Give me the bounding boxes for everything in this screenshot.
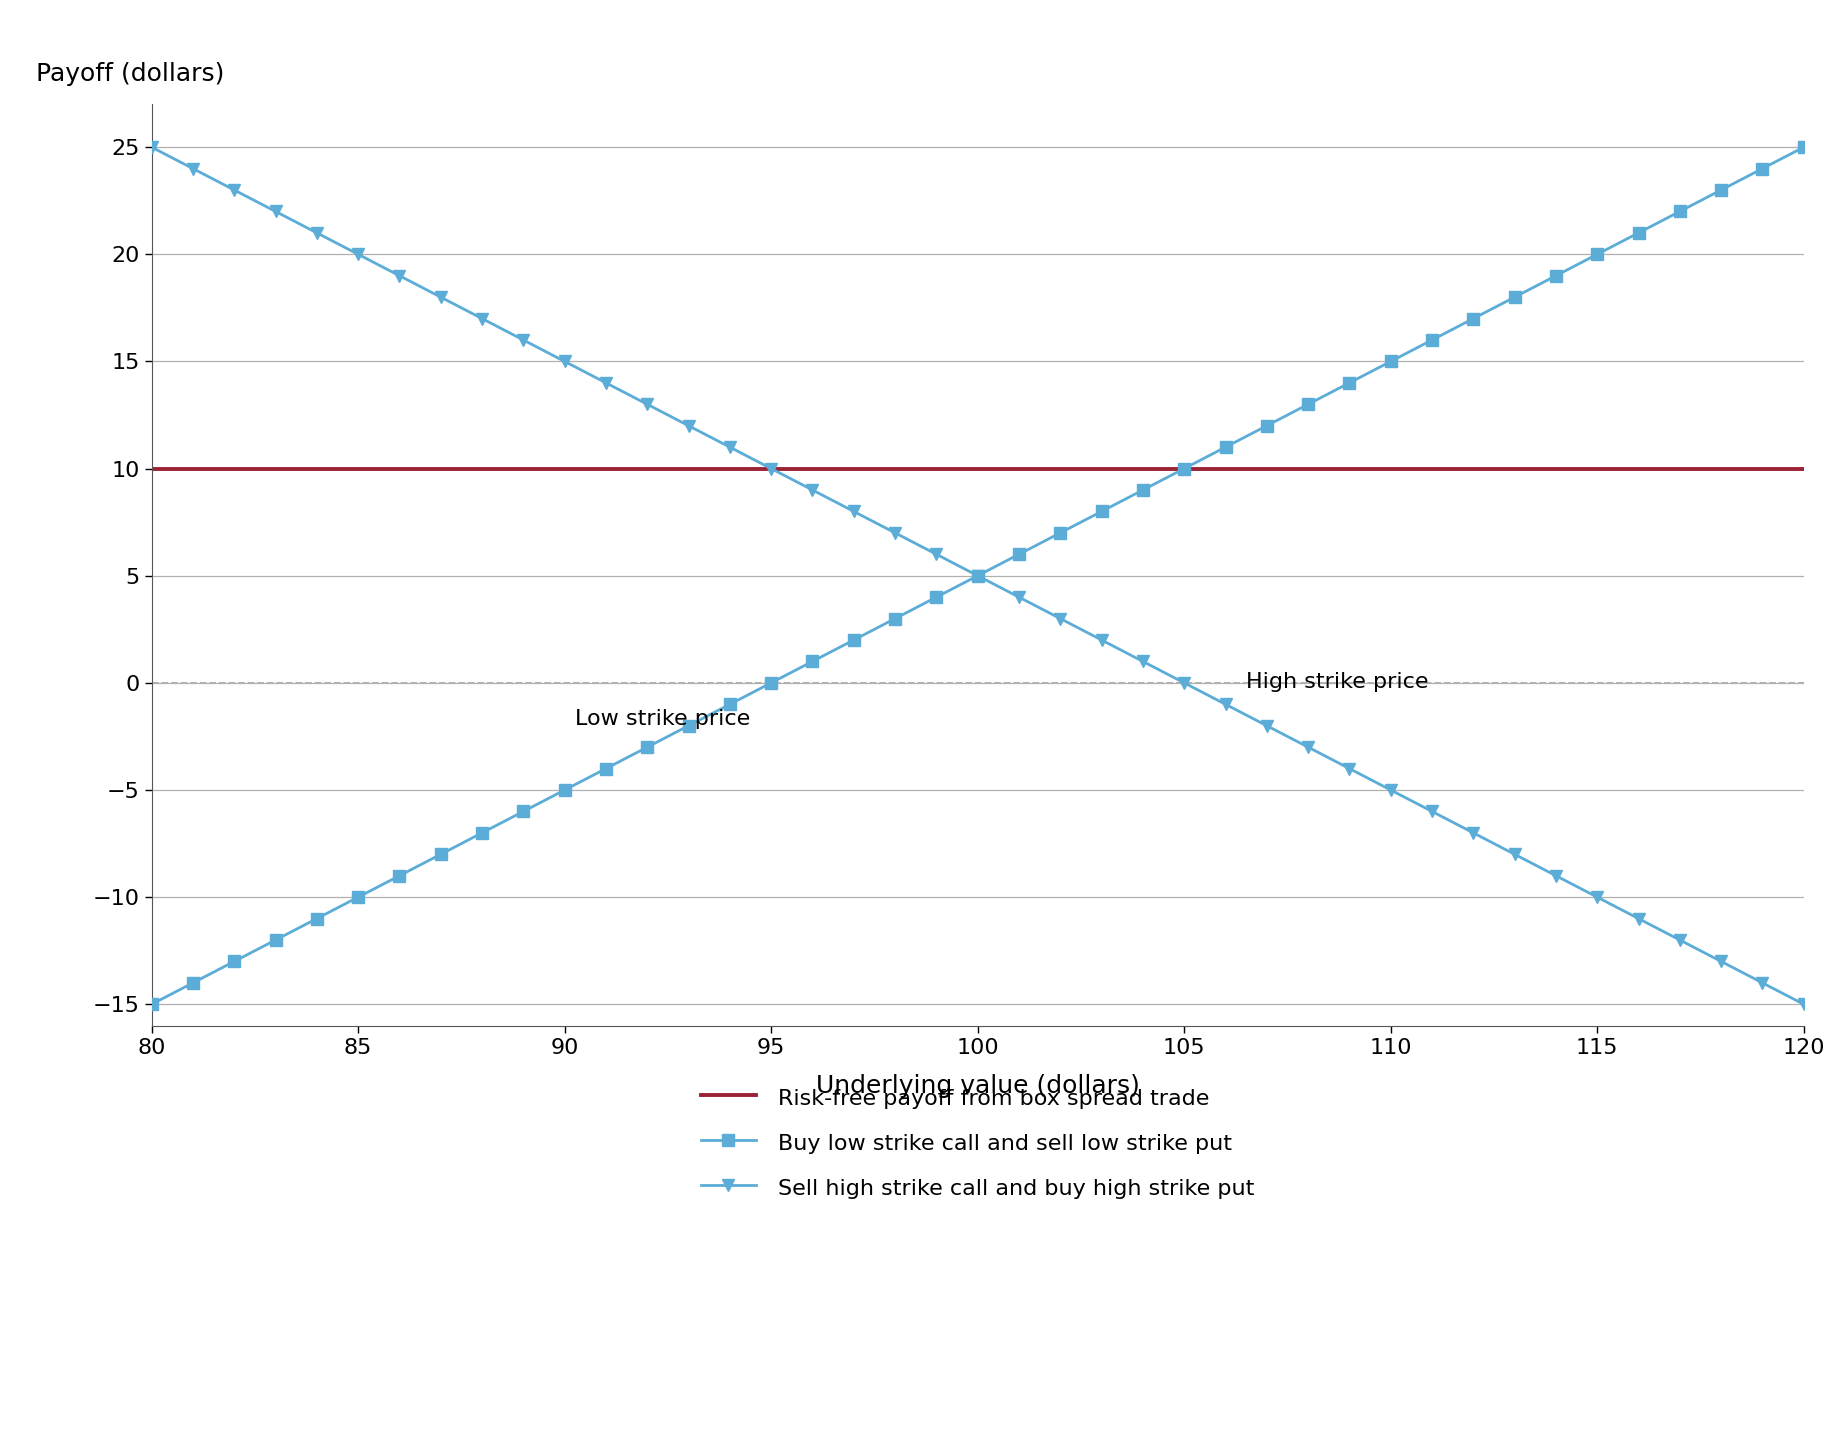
X-axis label: Underlying value (dollars): Underlying value (dollars) [815, 1074, 1138, 1099]
Text: Payoff (dollars): Payoff (dollars) [37, 62, 224, 86]
Text: High strike price: High strike price [1245, 672, 1427, 692]
Legend: Risk-free payoff from box spread trade, Buy low strike call and sell low strike : Risk-free payoff from box spread trade, … [701, 1086, 1254, 1199]
Text: Low strike price: Low strike price [576, 709, 750, 729]
